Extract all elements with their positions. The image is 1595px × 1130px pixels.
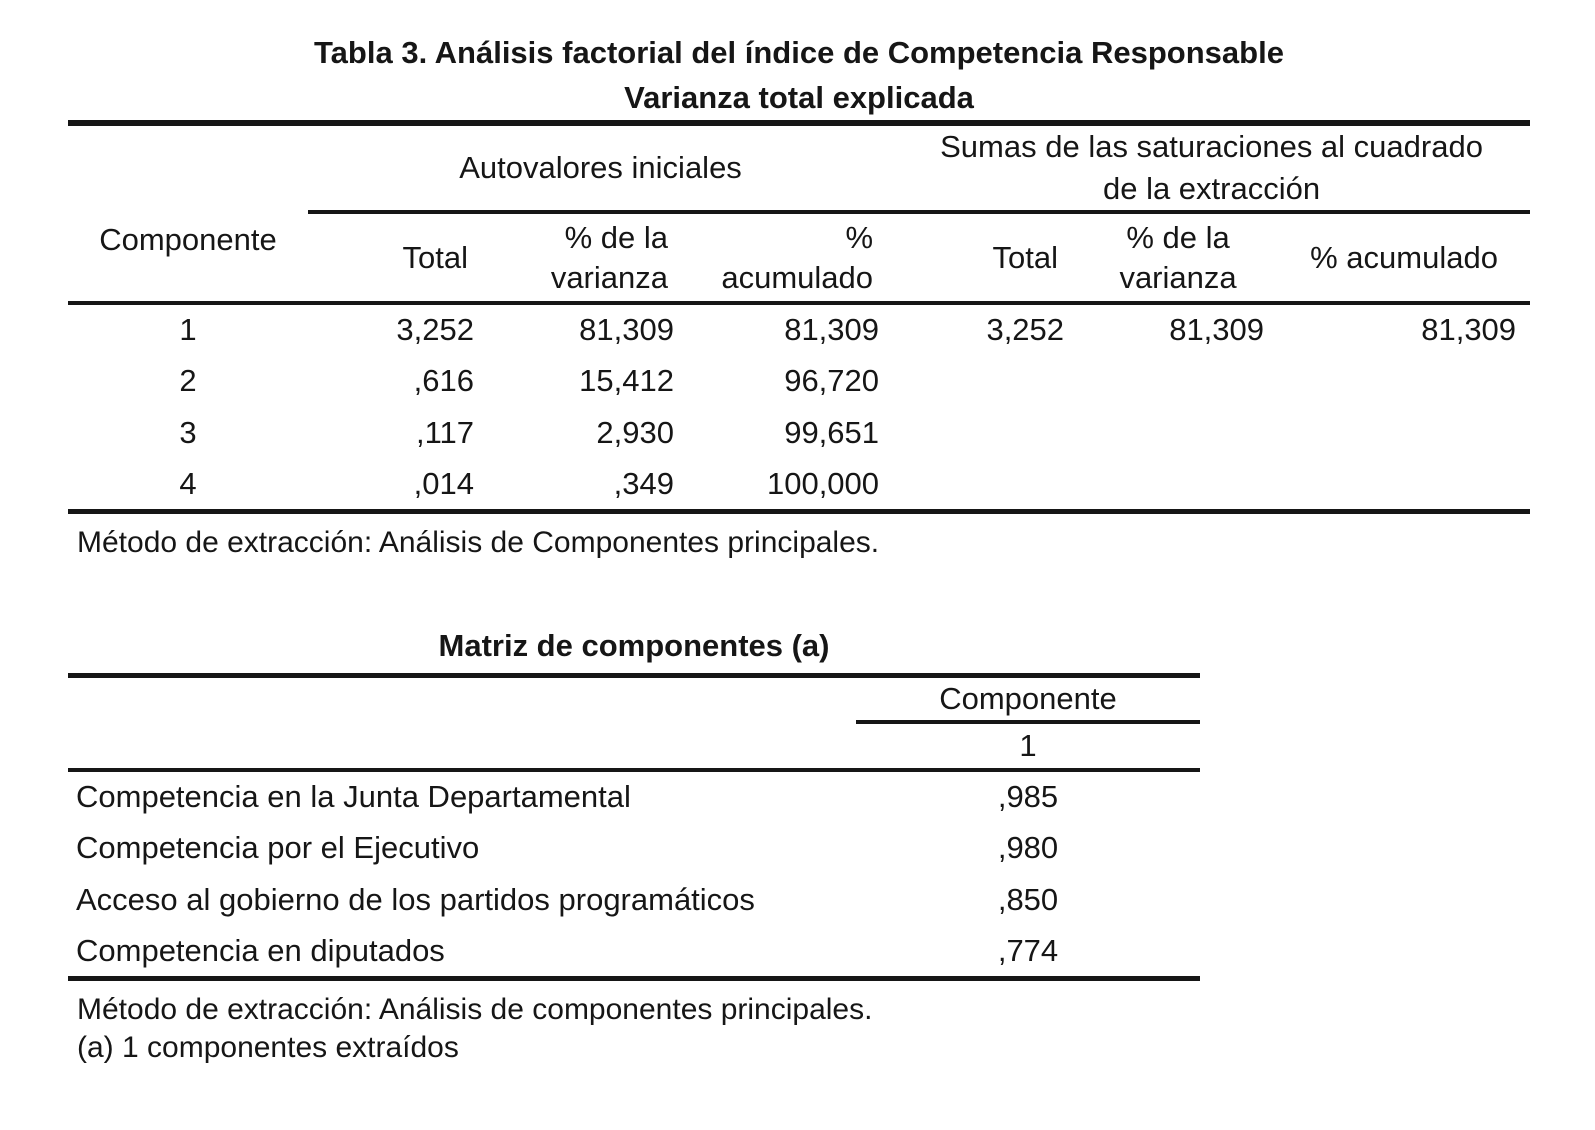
matrix-header-row: Componente <box>68 675 1200 724</box>
header-pct-acumulado-1-line2: acumulado <box>721 259 874 295</box>
header-pct-acumulado-1-line1: % <box>845 219 874 255</box>
header-total-1: Total <box>308 212 488 305</box>
group-header-sumas-line2: de la extracción <box>1102 171 1321 206</box>
table-row: Competencia en diputados ,774 <box>68 926 1200 978</box>
matrix-row-label: Competencia por el Ejecutivo <box>76 830 480 865</box>
table-row: Competencia en la Junta Departamental ,9… <box>68 770 1200 822</box>
matrix-row-label: Competencia en la Junta Departamental <box>76 779 631 814</box>
cell-componente: 2 <box>179 363 197 398</box>
matrix-row-value: ,774 <box>997 932 1059 968</box>
group-header-sumas-line1: Sumas de las saturaciones al cuadrado <box>940 129 1483 164</box>
header-pct-varianza-2-line2: varianza <box>1119 259 1237 295</box>
cell-var-1: ,349 <box>613 465 674 501</box>
variance-table: Componente Autovalores iniciales Sumas d… <box>68 120 1531 514</box>
cell-var-2: 81,309 <box>1169 312 1265 347</box>
variance-subheader-row: Total % de la varianza % acumulado Total… <box>68 212 1531 305</box>
cell-var-2 <box>1078 407 1278 459</box>
cell-acum-1: 96,720 <box>784 363 880 398</box>
group-header-autovalores: Autovalores iniciales <box>308 123 894 214</box>
cell-total-1: ,616 <box>413 363 474 398</box>
header-pct-acumulado-2: % acumulado <box>1278 212 1531 305</box>
group-header-sumas-saturaciones: Sumas de las saturaciones al cuadrado de… <box>893 123 1531 214</box>
table1-title: Tabla 3. Análisis factorial del índice d… <box>314 35 1284 70</box>
document-content: Tabla 3. Análisis factorial del índice d… <box>68 30 1531 1066</box>
cell-var-2 <box>1078 459 1278 511</box>
cell-acum-2: 81,309 <box>1421 312 1517 347</box>
header-pct-varianza-1: % de la varianza <box>488 212 688 305</box>
cell-acum-2 <box>1278 407 1530 459</box>
componente-column-header: Componente <box>68 123 308 305</box>
cell-acum-1: 100,000 <box>766 465 880 501</box>
cell-total-1: ,014 <box>413 465 474 501</box>
component-matrix-title: Matriz de componentes (a) <box>438 627 830 663</box>
table-row: 2 ,616 15,412 96,720 <box>68 355 1530 407</box>
component-matrix-block: Matriz de componentes (a) Componente 1 C… <box>68 623 1200 1066</box>
cell-acum-2 <box>1278 459 1530 511</box>
header-total-2: Total <box>893 212 1079 305</box>
table-row: Acceso al gobierno de los partidos progr… <box>68 874 1200 926</box>
cell-total-1: ,117 <box>415 415 474 450</box>
cell-var-1: 81,309 <box>579 312 674 347</box>
table1-title-block: Tabla 3. Análisis factorial del índice d… <box>68 30 1530 120</box>
cell-total-2: 3,252 <box>986 312 1065 347</box>
cell-componente: 1 <box>179 312 197 347</box>
matrix-subheader-1: 1 <box>856 722 1200 772</box>
matrix-header-componente: Componente <box>856 675 1200 724</box>
matrix-row-label: Competencia en diputados <box>76 932 445 968</box>
matrix-row-value: ,850 <box>997 882 1059 917</box>
cell-total-2 <box>893 355 1078 407</box>
cell-acum-1: 99,651 <box>784 415 880 450</box>
cell-var-2 <box>1078 355 1278 407</box>
variance-table-footnote: Método de extracción: Análisis de Compon… <box>77 525 880 559</box>
cell-componente: 3 <box>179 415 197 450</box>
matrix-row-label: Acceso al gobierno de los partidos progr… <box>76 882 755 917</box>
header-pct-varianza-2: % de la varianza <box>1078 212 1279 305</box>
matrix-subheader-empty <box>68 722 856 772</box>
component-matrix-table: Componente 1 Competencia en la Junta Dep… <box>68 672 1200 981</box>
cell-acum-2 <box>1278 355 1530 407</box>
header-pct-varianza-1-line1: % de la <box>564 219 668 255</box>
table-row: Competencia por el Ejecutivo ,980 <box>68 822 1200 874</box>
table-row: 1 3,252 81,309 81,309 3,252 81,309 81,30… <box>68 303 1530 355</box>
matrix-row-value: ,985 <box>997 779 1059 814</box>
header-pct-acumulado-1: % acumulado <box>688 212 894 305</box>
table-row: 4 ,014 ,349 100,000 <box>68 459 1530 511</box>
cell-componente: 4 <box>179 465 197 501</box>
table-row: 3 ,117 2,930 99,651 <box>68 407 1530 459</box>
cell-var-1: 2,930 <box>596 415 674 450</box>
matrix-subheader-row: 1 <box>68 722 1200 772</box>
header-pct-varianza-1-line2: varianza <box>550 259 668 295</box>
matrix-header-empty <box>68 675 856 722</box>
cell-total-2 <box>893 407 1078 459</box>
variance-group-header-row: Componente Autovalores iniciales Sumas d… <box>68 123 1531 305</box>
cell-var-1: 15,412 <box>579 363 674 398</box>
component-matrix-footnote-a: (a) 1 componentes extraídos <box>77 1030 459 1064</box>
component-matrix-footnote-method: Método de extracción: Análisis de compon… <box>77 992 873 1026</box>
header-pct-varianza-2-line1: % de la <box>1126 219 1230 255</box>
cell-total-2 <box>893 459 1078 511</box>
cell-total-1: 3,252 <box>396 312 474 347</box>
matrix-row-value: ,980 <box>997 830 1059 865</box>
table1-subtitle: Varianza total explicada <box>624 80 974 115</box>
cell-acum-1: 81,309 <box>784 312 880 347</box>
